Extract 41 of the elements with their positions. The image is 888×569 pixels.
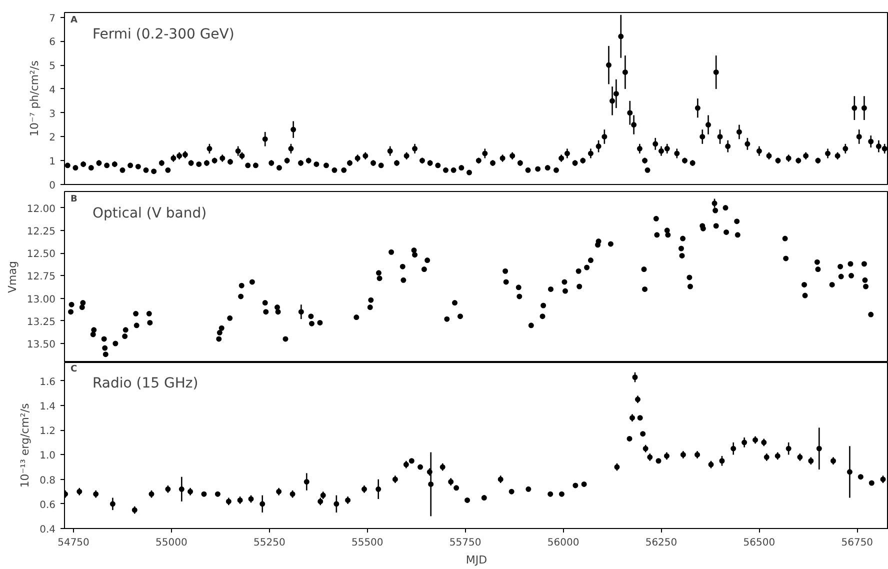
y-tick-label: 0 <box>49 180 56 192</box>
x-tick-label: 56500 <box>743 538 776 548</box>
y-axis-title: Vmag <box>6 261 19 293</box>
annotation: C <box>70 364 78 374</box>
y-axis-title: 10⁻⁷ ph/cm²/s <box>28 60 42 136</box>
y-tick-label: 6 <box>49 37 56 48</box>
y-tick-label: 1.2 <box>40 426 56 438</box>
y-tick-label: 5 <box>49 61 56 72</box>
y-tick-label: 13.00 <box>26 294 56 306</box>
annotation: B <box>70 194 78 204</box>
y-tick-label: 12.75 <box>26 272 56 283</box>
y-axis-title: 10⁻¹³ erg/cm²/s <box>18 402 32 488</box>
x-tick-label: 56250 <box>645 538 678 548</box>
x-axis-title: MJD <box>466 554 488 566</box>
y-tick-label: 1.6 <box>40 376 56 388</box>
y-tick-label: 2 <box>49 132 56 144</box>
y-tick-label: 1.0 <box>40 450 56 462</box>
x-tick-label: 56000 <box>547 538 580 548</box>
y-tick-label: 12.50 <box>26 249 56 260</box>
x-tick-label: 55250 <box>254 538 286 548</box>
y-tick-label: 0.6 <box>40 500 56 511</box>
annotation: A <box>70 16 78 26</box>
y-tick-label: 4 <box>49 84 56 96</box>
y-tick-label: 1.4 <box>40 402 56 413</box>
x-tick-label: 55000 <box>156 538 188 548</box>
x-tick-label: 55500 <box>351 538 384 548</box>
y-tick-label: 7 <box>49 13 56 24</box>
text: Optical (V band) <box>92 206 207 222</box>
y-tick-label: 0.8 <box>40 475 56 486</box>
y-tick-label: 3 <box>49 108 56 120</box>
y-tick-label: 12.25 <box>26 226 56 238</box>
text: Radio (15 GHz) <box>92 376 198 392</box>
y-tick-label: 1 <box>49 156 56 168</box>
y-tick-label: 12.00 <box>26 204 56 215</box>
y-tick-label: 0.4 <box>40 524 56 536</box>
text: Fermi (0.2-300 GeV) <box>92 26 234 42</box>
y-tick-label: 13.50 <box>26 340 56 350</box>
x-tick-label: 56750 <box>841 538 874 548</box>
y-tick-label: 13.25 <box>26 316 56 328</box>
x-tick-label: 54750 <box>58 538 90 548</box>
x-tick-label: 55750 <box>449 538 482 548</box>
